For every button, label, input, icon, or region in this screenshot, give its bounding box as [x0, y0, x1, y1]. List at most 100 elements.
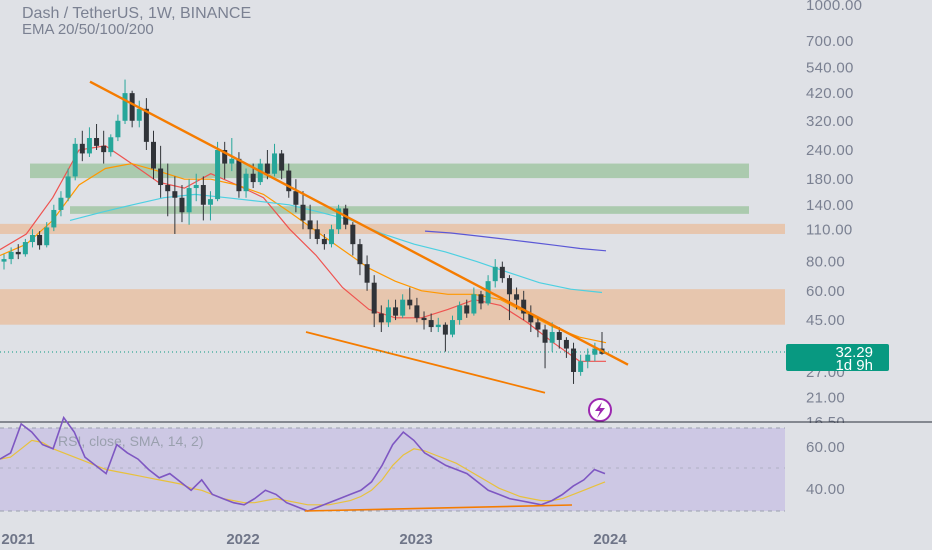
candle-body[interactable]: [542, 329, 548, 343]
candle-body[interactable]: [350, 224, 356, 245]
candle-body[interactable]: [143, 108, 149, 142]
candle-body[interactable]: [300, 204, 306, 221]
candle-body[interactable]: [236, 158, 242, 192]
candle-body[interactable]: [86, 138, 92, 154]
candle-body[interactable]: [22, 242, 28, 255]
candle-body[interactable]: [37, 234, 43, 246]
price-zone[interactable]: [0, 289, 785, 325]
candle-body[interactable]: [307, 220, 313, 230]
candle-body[interactable]: [528, 313, 534, 323]
candle-body[interactable]: [165, 185, 171, 192]
candle-body[interactable]: [563, 339, 569, 349]
candle-body[interactable]: [108, 137, 114, 153]
price-tick: 110.00: [806, 221, 853, 238]
candle-body[interactable]: [578, 361, 584, 372]
candle-body[interactable]: [336, 208, 342, 230]
candle-body[interactable]: [549, 332, 555, 343]
candle-body[interactable]: [357, 244, 363, 265]
candle-body[interactable]: [435, 324, 441, 328]
candle-body[interactable]: [215, 149, 221, 200]
candle-body[interactable]: [407, 299, 413, 306]
candle-body[interactable]: [151, 141, 156, 169]
candle-body[interactable]: [428, 320, 434, 328]
candle-body[interactable]: [8, 251, 14, 260]
candle-body[interactable]: [592, 348, 598, 355]
candle-body[interactable]: [136, 108, 142, 121]
price-tick: 180.00: [806, 171, 854, 188]
candle-body[interactable]: [314, 229, 320, 239]
candle-body[interactable]: [535, 322, 541, 330]
price-zone[interactable]: [0, 223, 785, 234]
candle-body[interactable]: [158, 168, 164, 186]
candle-body[interactable]: [186, 188, 192, 213]
rsi-lines: [0, 415, 606, 512]
candle-body[interactable]: [385, 307, 391, 323]
candle-body[interactable]: [514, 294, 520, 300]
candle-body[interactable]: [293, 191, 299, 205]
support-trendline[interactable]: [305, 331, 546, 394]
candle-body[interactable]: [193, 185, 199, 189]
candle-body[interactable]: [58, 197, 64, 210]
candle-body[interactable]: [257, 163, 263, 183]
candle-body[interactable]: [442, 324, 448, 335]
trendline-layer[interactable]: [89, 80, 629, 394]
candle-body[interactable]: [506, 278, 512, 295]
candle-body[interactable]: [79, 143, 85, 154]
candle-body[interactable]: [414, 305, 420, 318]
candle-body[interactable]: [521, 299, 527, 314]
candle-body[interactable]: [44, 227, 50, 246]
candle-body[interactable]: [72, 143, 78, 177]
candle-body[interactable]: [264, 163, 270, 174]
candle-body[interactable]: [378, 313, 384, 323]
candle-body[interactable]: [101, 145, 107, 153]
time-axis[interactable]: 2021 2022 2023 2024: [1, 531, 627, 548]
candle-body[interactable]: [457, 305, 463, 321]
candle-body[interactable]: [478, 294, 484, 304]
candle-body[interactable]: [400, 299, 406, 316]
candle-body[interactable]: [229, 158, 235, 164]
candle-body[interactable]: [94, 138, 100, 146]
indicator-title: EMA 20/50/100/200: [22, 21, 154, 38]
candle-body[interactable]: [65, 176, 71, 198]
candle-body[interactable]: [179, 197, 185, 213]
candle-body[interactable]: [51, 209, 57, 228]
descending-trendline[interactable]: [89, 80, 629, 366]
candle-body[interactable]: [556, 332, 562, 340]
candles-layer[interactable]: [1, 79, 605, 384]
candle-body[interactable]: [1, 259, 7, 262]
candle-body[interactable]: [115, 120, 121, 138]
candle-body[interactable]: [464, 305, 470, 314]
candle-body[interactable]: [585, 354, 591, 362]
candle-body[interactable]: [129, 93, 135, 121]
candle-body[interactable]: [250, 173, 256, 183]
rsi-trendline[interactable]: [304, 504, 573, 512]
candle-body[interactable]: [200, 185, 206, 205]
candle-body[interactable]: [471, 294, 477, 314]
candle-body[interactable]: [15, 251, 21, 255]
candle-body[interactable]: [207, 199, 213, 205]
candle-body[interactable]: [172, 191, 178, 198]
flash-icon[interactable]: [588, 398, 612, 422]
candle-body[interactable]: [393, 307, 399, 316]
candle-body[interactable]: [29, 234, 35, 243]
candle-body[interactable]: [321, 238, 327, 245]
price-zone[interactable]: [70, 206, 749, 214]
candle-body[interactable]: [371, 282, 377, 314]
candle-body[interactable]: [272, 153, 278, 174]
candle-body[interactable]: [243, 173, 249, 192]
candle-body[interactable]: [328, 229, 334, 245]
price-tick: 540.00: [806, 60, 854, 77]
candle-body[interactable]: [222, 149, 228, 164]
candle-body[interactable]: [499, 266, 505, 279]
candle-body[interactable]: [279, 153, 285, 171]
candle-body[interactable]: [450, 320, 455, 335]
candle-body[interactable]: [421, 317, 427, 321]
candle-body[interactable]: [122, 93, 128, 121]
candle-body[interactable]: [286, 170, 292, 192]
price-tick: 700.00: [806, 33, 854, 50]
candle-body[interactable]: [364, 264, 370, 283]
candle-body[interactable]: [571, 348, 577, 372]
candle-body[interactable]: [492, 266, 498, 282]
